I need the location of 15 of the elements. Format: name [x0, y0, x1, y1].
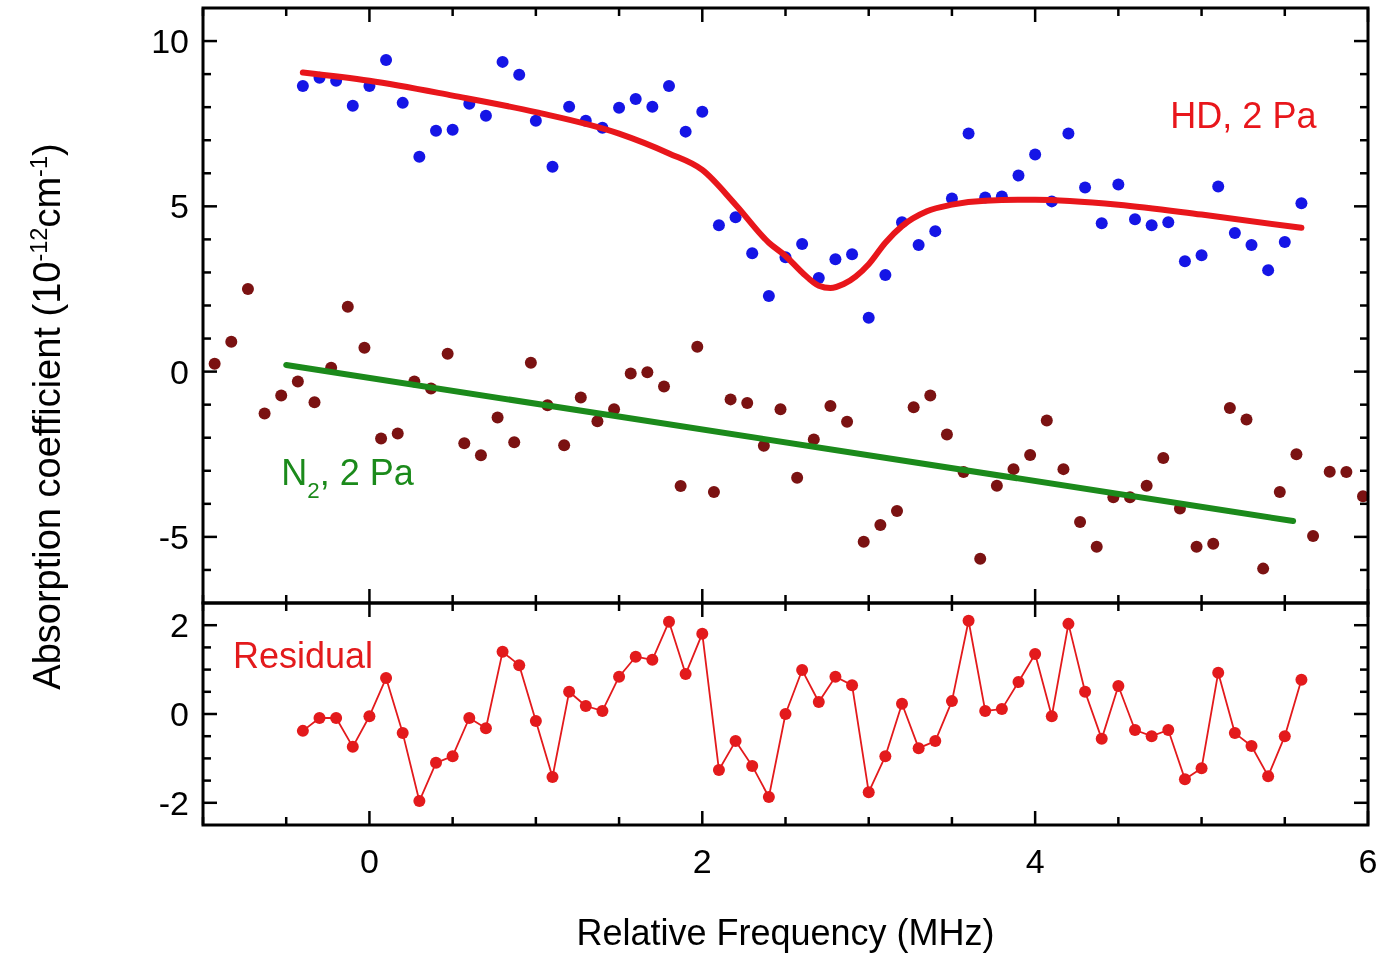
x-tick-label: 0 — [359, 842, 379, 880]
y-tick-label: 0 — [170, 694, 189, 733]
y-tick-label: 2 — [170, 606, 189, 645]
y-tick-label: -5 — [158, 517, 189, 556]
x-tick-label: 4 — [1025, 842, 1045, 880]
x-axis-title: Relative Frequency (MHz) — [576, 912, 995, 953]
y-tick-label: 0 — [170, 352, 189, 391]
x-tick-label: 6 — [1358, 842, 1378, 880]
text: HD, 2 Pa — [1170, 94, 1318, 136]
y-tick-label: 10 — [151, 21, 189, 60]
x-tick-label: 2 — [692, 842, 712, 880]
series-label: N$_{2}$, 2 Pa — [281, 452, 415, 503]
y-tick-label: -2 — [158, 783, 189, 822]
series-label: Residual — [233, 635, 374, 676]
y-tick-label: 5 — [170, 187, 189, 226]
